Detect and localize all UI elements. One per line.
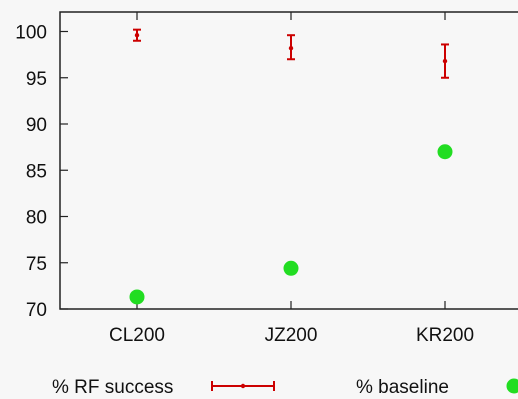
legend-swatch-baseline bbox=[506, 378, 518, 394]
legend-swatch-rf-success bbox=[211, 381, 275, 391]
y-axis: 70 75 80 85 90 95 100 bbox=[15, 23, 68, 321]
y-tick-label-75: 75 bbox=[26, 254, 47, 275]
y-tick-label-95: 95 bbox=[26, 69, 47, 90]
y-tick-label-80: 80 bbox=[26, 208, 47, 229]
y-tick-label-90: 90 bbox=[26, 115, 47, 136]
legend: % RF success % baseline bbox=[52, 377, 518, 398]
x-tick-label-CL200: CL200 bbox=[109, 325, 165, 346]
rf-success-point-JZ200 bbox=[287, 34, 295, 61]
y-tick-label-85: 85 bbox=[26, 161, 47, 182]
x-axis: CL200 JZ200 KR200 bbox=[109, 12, 474, 346]
y-tick-label-70: 70 bbox=[26, 300, 47, 321]
legend-rf-dot bbox=[240, 383, 246, 389]
legend-label-rf-success: % RF success bbox=[52, 377, 173, 398]
data-marks bbox=[129, 28, 453, 305]
x-tick-label-KR200: KR200 bbox=[416, 325, 474, 346]
rf-dot-CL200 bbox=[134, 33, 140, 38]
y-tick-label-100: 100 bbox=[15, 23, 47, 44]
plot-frame bbox=[59, 11, 518, 310]
x-tick-label-JZ200: JZ200 bbox=[265, 325, 318, 346]
rf-success-point-KR200 bbox=[441, 43, 449, 79]
rf-dot-KR200 bbox=[442, 58, 448, 64]
baseline-point-JZ200 bbox=[283, 260, 299, 276]
baseline-point-KR200 bbox=[437, 144, 453, 160]
legend-label-baseline: % baseline bbox=[356, 377, 449, 398]
rf-dot-JZ200 bbox=[288, 45, 294, 51]
baseline-point-CL200 bbox=[129, 289, 145, 305]
rf-success-point-CL200 bbox=[133, 28, 141, 42]
